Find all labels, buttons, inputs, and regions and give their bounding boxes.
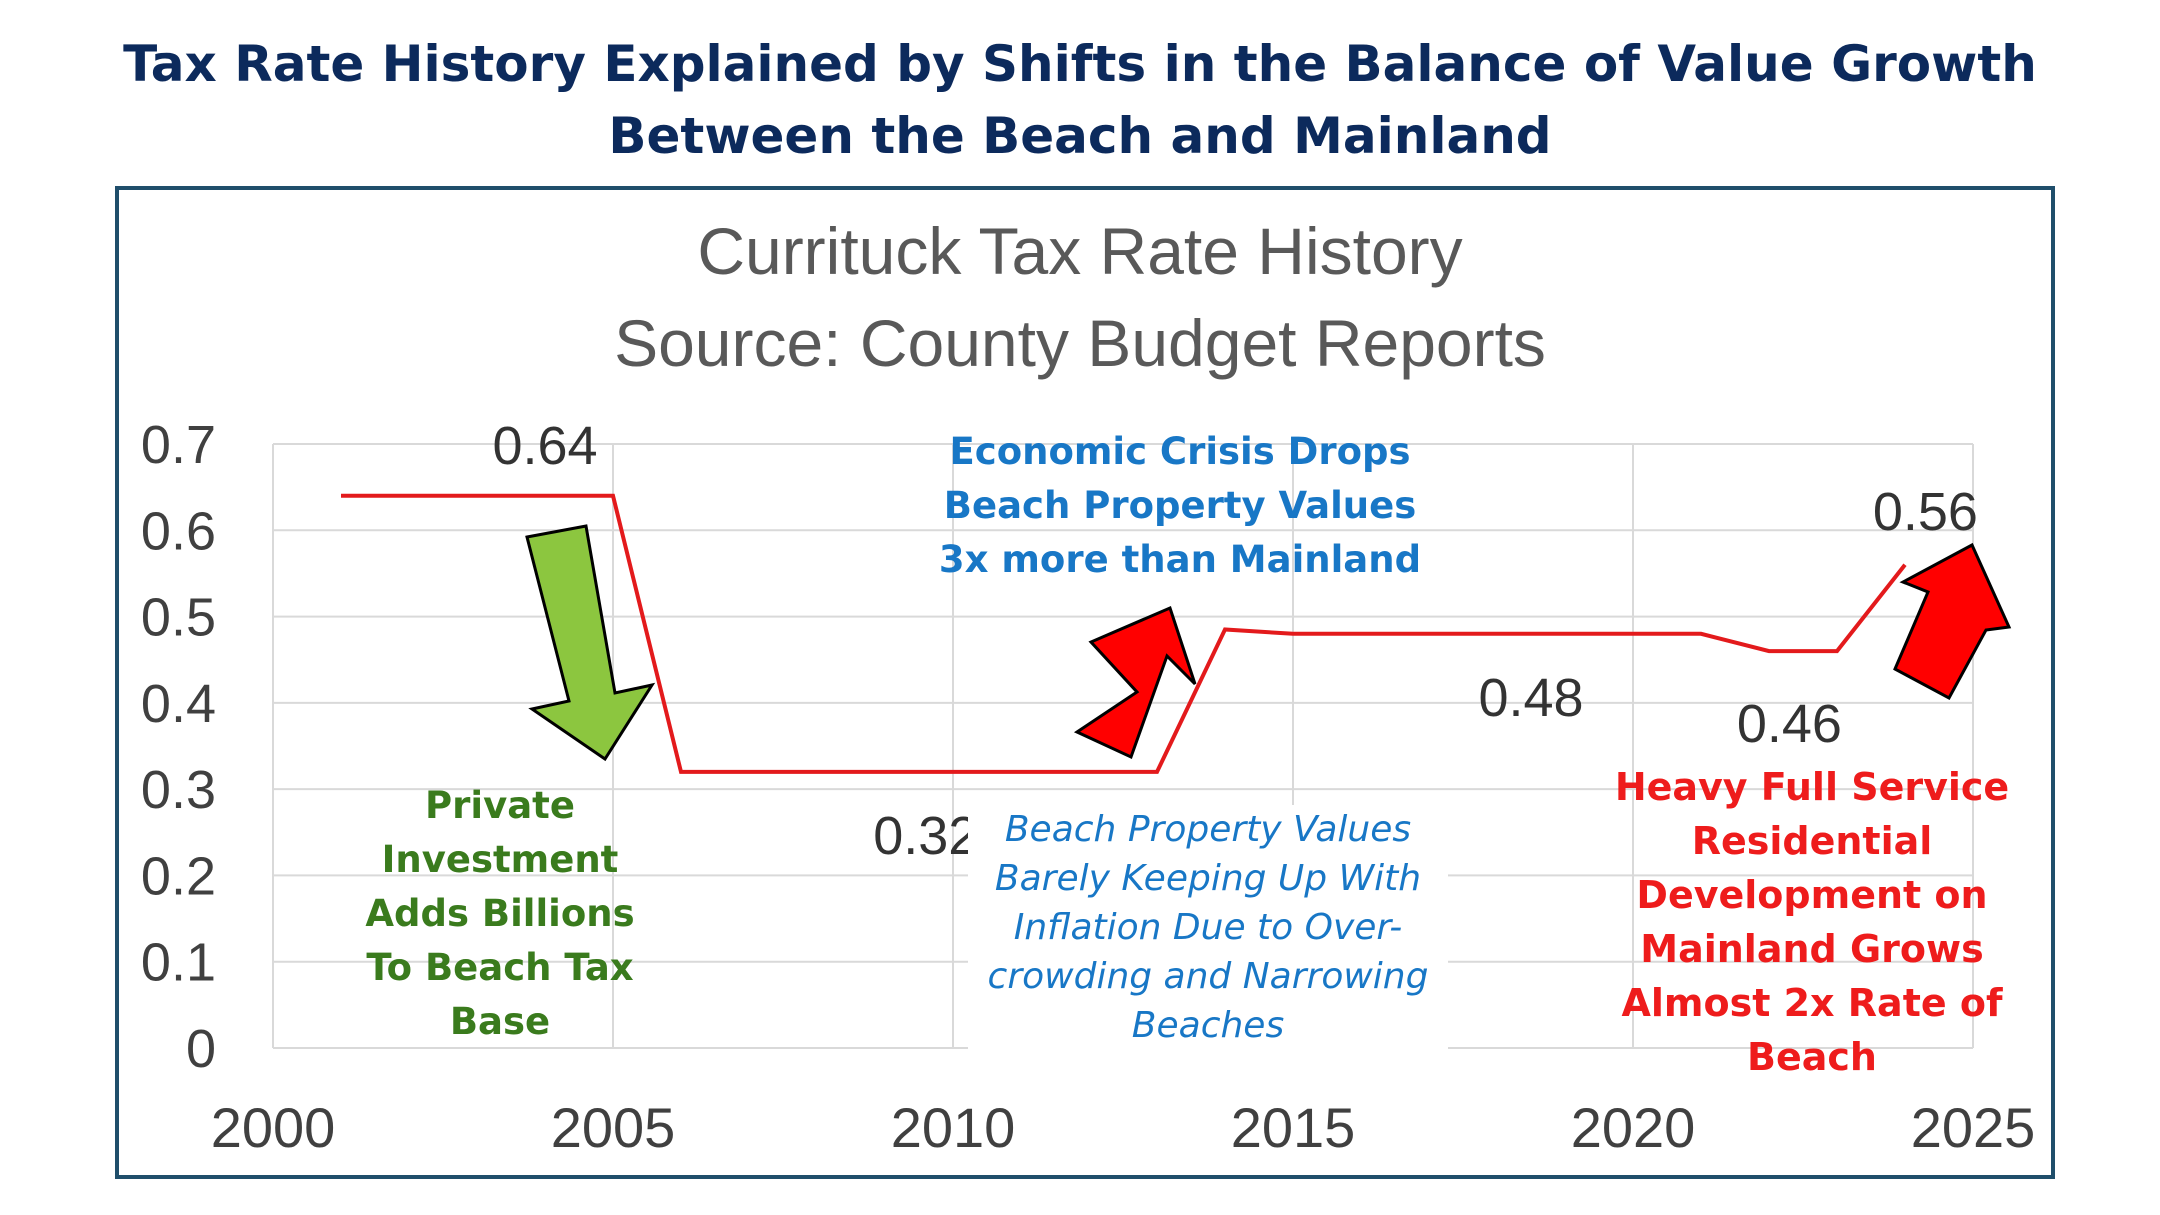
y-tick-label: 0.6 xyxy=(141,501,216,561)
x-tick-label: 2020 xyxy=(1571,1096,1696,1159)
tax-rate-line xyxy=(341,493,1907,774)
x-tick-label: 2010 xyxy=(891,1096,1016,1159)
x-tick-label: 2005 xyxy=(551,1096,676,1159)
annotation-barely-keeping-up: Beach Property Values Barely Keeping Up … xyxy=(968,805,1448,1050)
chart-frame xyxy=(115,186,2055,1179)
green-down-arrow xyxy=(525,524,656,762)
data-label: 0.64 xyxy=(492,416,597,476)
headline-line-1: Tax Rate History Explained by Shifts in … xyxy=(123,35,2037,93)
y-tick-label: 0.2 xyxy=(141,846,216,906)
arrows xyxy=(525,524,2012,762)
page-headline: Tax Rate History Explained by Shifts in … xyxy=(0,28,2160,172)
y-tick-label: 0.4 xyxy=(141,674,216,734)
y-tick-label: 0.5 xyxy=(141,588,216,648)
annotation-private-investment: Private Investment Adds Billions To Beac… xyxy=(365,784,635,1043)
chart-title: Currituck Tax Rate History xyxy=(697,214,1463,288)
headline-line-2: Between the Beach and Mainland xyxy=(608,107,1552,165)
y-tick-label: 0.7 xyxy=(141,415,216,475)
series-lines xyxy=(341,493,1907,774)
data-label: 0.48 xyxy=(1478,668,1583,728)
red-up-arrow-2024 xyxy=(1893,542,2012,701)
y-tick-label: 0.1 xyxy=(141,933,216,993)
data-label: 0.56 xyxy=(1873,482,1978,542)
annotation-economic-crisis: Economic Crisis Drops Beach Property Val… xyxy=(938,430,1422,581)
data-label: 0.46 xyxy=(1737,694,1842,754)
y-tick-label: 0 xyxy=(186,1019,216,1079)
red-up-arrow-2013 xyxy=(1073,605,1197,760)
x-tick-label: 2025 xyxy=(1911,1096,2036,1159)
data-labels: 0.64 0.32 0.48 0.46 0.56 xyxy=(492,416,1978,866)
y-tick-label: 0.3 xyxy=(141,760,216,820)
data-label: 0.32 xyxy=(873,806,978,866)
axis-ticks: 0 0.1 0.2 0.3 0.4 0.5 0.6 0.7 2000 2005 2010 2015 20… xyxy=(141,415,2035,1159)
x-tick-label: 2015 xyxy=(1231,1096,1356,1159)
x-tick-label: 2000 xyxy=(211,1096,336,1159)
chart-subtitle: Source: County Budget Reports xyxy=(614,306,1546,380)
annotation-mainland-development: Heavy Full Service Residential Developme… xyxy=(1614,765,2010,1079)
